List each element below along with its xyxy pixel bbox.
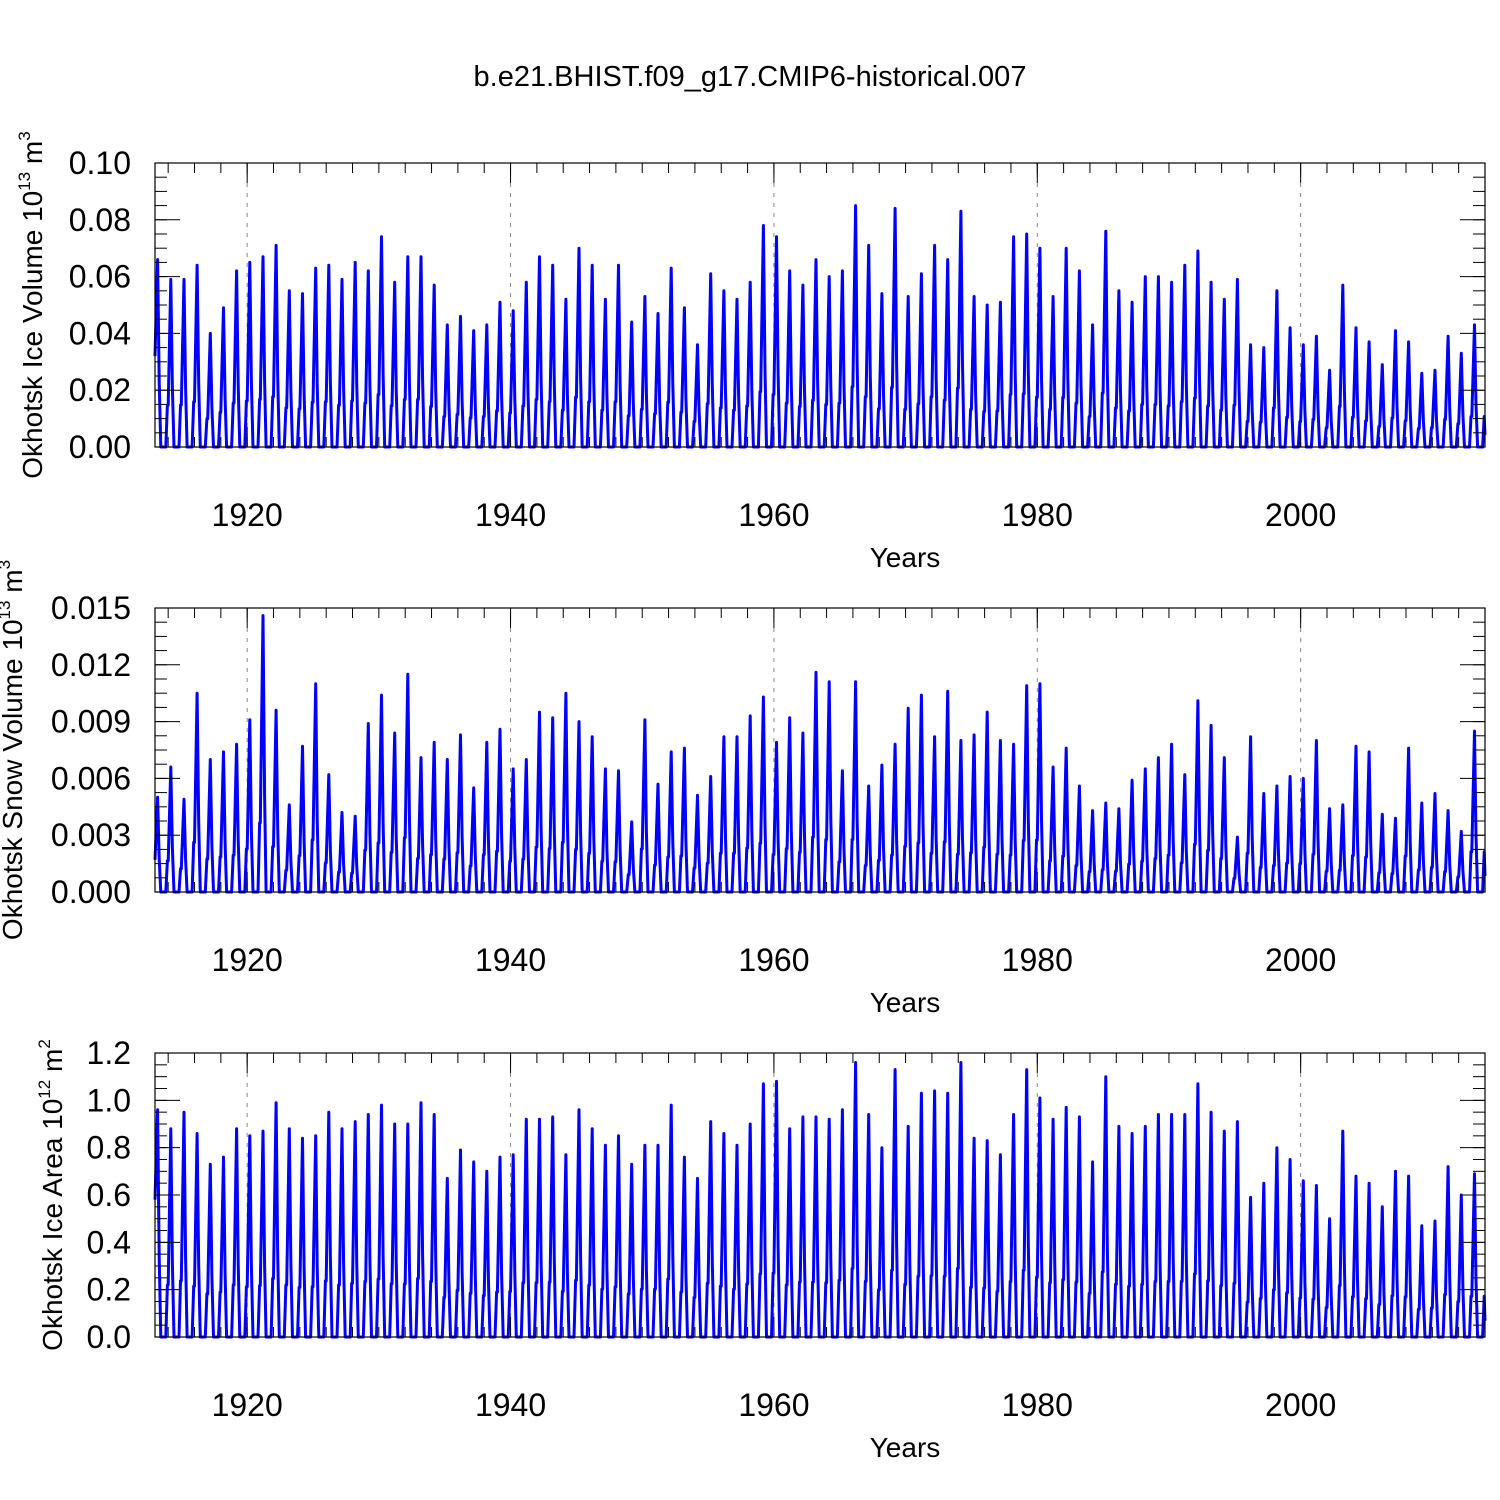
y-tick-label: 0.00 xyxy=(69,429,131,465)
y-tick-label: 0.0 xyxy=(87,1319,131,1355)
y-axis-label-unit: m xyxy=(17,141,48,172)
x-axis-label: Years xyxy=(870,987,941,1018)
x-tick-label-1920: 1920 xyxy=(212,1387,283,1423)
chart-panel-ice-area: 0.0 0.2 0.4 0.6 0.8 1.0 1.2 1920 1940 1960 1980 200… xyxy=(35,1035,1487,1463)
y-axis-label-exponent: 12 xyxy=(35,1080,54,1099)
x-axis-label: Years xyxy=(870,1432,941,1463)
x-tick-label-1960: 1960 xyxy=(738,497,809,533)
x-tick-label-1940: 1940 xyxy=(475,942,546,978)
y-axis-label-text: Okhotsk Ice Area 10 xyxy=(37,1099,68,1351)
y-tick-label: 0.003 xyxy=(51,817,131,853)
x-tick-label-1960: 1960 xyxy=(738,1387,809,1423)
series-line-snow-volume xyxy=(153,614,1487,894)
y-axis-label-exponent: 13 xyxy=(15,172,34,191)
y-tick-label: 0.08 xyxy=(69,202,131,238)
x-tick-label-1960: 1960 xyxy=(738,942,809,978)
y-tick-label: 0.02 xyxy=(69,372,131,408)
y-axis-label-unit-exponent: 3 xyxy=(0,560,14,569)
y-axis-label-unit: m xyxy=(37,1049,68,1080)
chart-title: b.e21.BHIST.f09_g17.CMIP6-historical.007 xyxy=(474,61,1027,93)
y-tick-label: 0.009 xyxy=(51,704,131,740)
y-tick-label: 0.2 xyxy=(87,1272,131,1308)
y-tick-label: 0.6 xyxy=(87,1177,131,1213)
y-tick-label: 0.10 xyxy=(69,145,131,181)
x-tick-label-1920: 1920 xyxy=(212,942,283,978)
y-tick-label: 0.012 xyxy=(51,647,131,683)
y-axis-label-exponent: 13 xyxy=(0,601,14,620)
x-tick-label-1980: 1980 xyxy=(1002,1387,1073,1423)
x-tick-label-1980: 1980 xyxy=(1002,497,1073,533)
x-tick-label-1940: 1940 xyxy=(475,1387,546,1423)
y-tick-label: 0.006 xyxy=(51,760,131,796)
y-tick-label: 0.8 xyxy=(87,1130,131,1166)
y-tick-label: 0.015 xyxy=(51,590,131,626)
chart-panel-ice-volume: 0.00 0.02 0.04 0.06 0.08 0.10 1920 1940 1960 1980… xyxy=(15,131,1487,573)
y-tick-label: 0.04 xyxy=(69,315,131,351)
y-axis-label-unit: m xyxy=(0,569,28,600)
y-axis-label: Okhotsk Ice Volume 1013 m3 xyxy=(15,131,48,478)
x-axis-label: Years xyxy=(870,542,941,573)
chart-panel-snow-volume: 0.000 0.003 0.006 0.009 0.012 0.015 1920 1940 19… xyxy=(0,560,1487,1018)
y-tick-label: 1.0 xyxy=(87,1082,131,1118)
y-axis-label-text: Okhotsk Ice Volume 10 xyxy=(17,191,48,479)
x-tick-label-1940: 1940 xyxy=(475,497,546,533)
y-axis-label: Okhotsk Snow Volume 1013 m3 xyxy=(0,560,28,940)
series-line-ice-area xyxy=(153,1061,1487,1339)
x-tick-label-1980: 1980 xyxy=(1002,942,1073,978)
y-axis-label-text: Okhotsk Snow Volume 10 xyxy=(0,619,28,940)
x-tick-label-1920: 1920 xyxy=(212,497,283,533)
y-axis-label: Okhotsk Ice Area 1012 m2 xyxy=(35,1039,68,1351)
x-tick-label-2000: 2000 xyxy=(1265,942,1336,978)
y-axis-label-unit-exponent: 2 xyxy=(35,1039,54,1048)
series-line-ice-volume xyxy=(153,204,1487,449)
y-tick-label: 0.06 xyxy=(69,259,131,295)
y-tick-label: 1.2 xyxy=(87,1035,131,1071)
y-tick-label: 0.4 xyxy=(87,1224,131,1260)
x-tick-label-2000: 2000 xyxy=(1265,1387,1336,1423)
x-tick-label-2000: 2000 xyxy=(1265,497,1336,533)
y-tick-label: 0.000 xyxy=(51,874,131,910)
y-axis-label-unit-exponent: 3 xyxy=(15,131,34,140)
